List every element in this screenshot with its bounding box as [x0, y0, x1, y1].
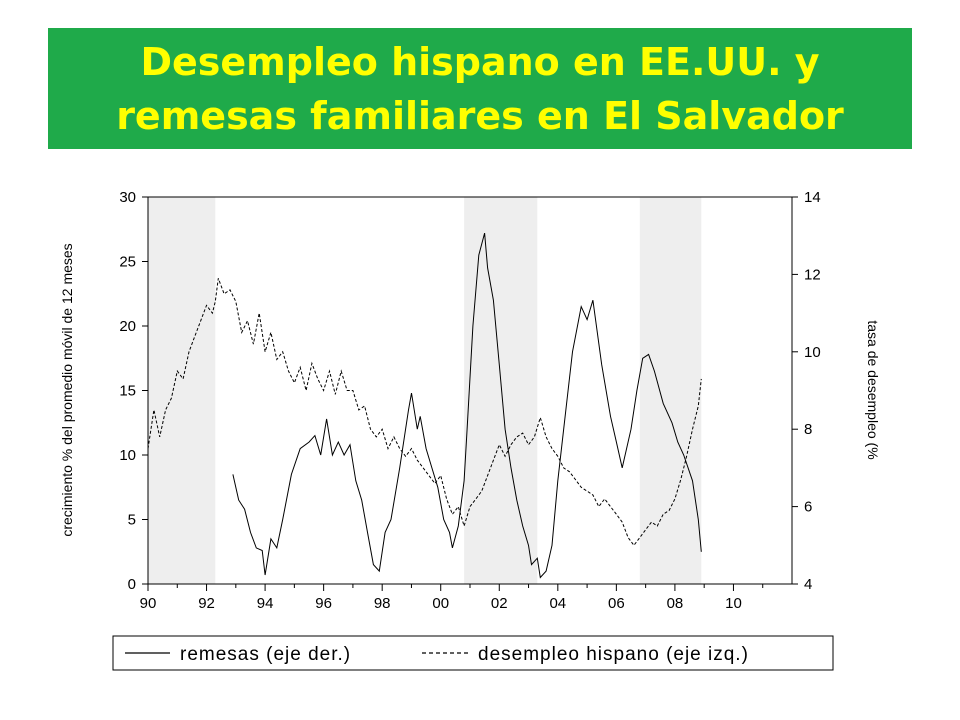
- legend-item-remesas: remesas (eje der.): [180, 644, 351, 665]
- x-tick-label: 90: [140, 595, 157, 612]
- series-line-desempleo: [147, 278, 702, 547]
- x-tick-label: 04: [549, 595, 566, 612]
- y-left-tick-label: 5: [128, 512, 136, 529]
- legend: remesas (eje der.) desempleo hispano (ej…: [112, 635, 834, 671]
- page-title-line-1: Desempleo hispano en EE.UU. y: [140, 39, 820, 84]
- x-tick-label: 10: [725, 595, 742, 612]
- x-tick-label: 00: [432, 595, 449, 612]
- x-tick-label: 06: [608, 595, 625, 612]
- x-tick-label: 98: [374, 595, 391, 612]
- shaded-period-0: [148, 197, 216, 584]
- x-tick-label: 94: [257, 595, 274, 612]
- y-left-tick-label: 20: [119, 318, 136, 335]
- x-tick-label: 08: [667, 595, 684, 612]
- legend-box: [112, 635, 834, 671]
- x-tick-label: 92: [198, 595, 215, 612]
- y-right-tick-label: 10: [804, 344, 821, 361]
- y-left-tick-label: 0: [128, 576, 136, 593]
- y-right-tick-label: 12: [804, 266, 821, 283]
- y-left-tick-label: 30: [119, 189, 136, 206]
- y-axis-right-label: tasa de desempleo (%: [865, 320, 881, 459]
- y-right-tick-label: 14: [804, 189, 821, 206]
- x-tick-label: 96: [315, 595, 332, 612]
- shaded-period-2: [639, 197, 702, 584]
- y-right-tick-label: 4: [804, 576, 812, 593]
- axis-ticks: 90 92 94 96 98 00 02 04 06 08 10 0 5 10 15 20 25 30 4 6 8 10 1…: [119, 189, 820, 612]
- y-right-tick-label: 6: [804, 499, 812, 516]
- shaded-period-1: [464, 197, 538, 584]
- series-lines: [147, 232, 702, 579]
- y-left-tick-label: 15: [119, 383, 136, 400]
- legend-item-desempleo: desempleo hispano (eje izq.): [478, 644, 749, 665]
- y-axis-left-label: crecimiento % del promedio móvil de 12 m…: [59, 243, 75, 536]
- page-title-line-2: remesas familiares en El Salvador: [116, 93, 844, 138]
- series-line-remesas: [232, 232, 702, 579]
- x-tick-label: 02: [491, 595, 508, 612]
- y-right-tick-label: 8: [804, 421, 812, 438]
- recession-shading: [148, 197, 702, 584]
- y-left-tick-label: 25: [119, 254, 136, 271]
- title-banner: Desempleo hispano en EE.UU. y remesas fa…: [48, 28, 912, 149]
- y-left-tick-label: 10: [119, 447, 136, 464]
